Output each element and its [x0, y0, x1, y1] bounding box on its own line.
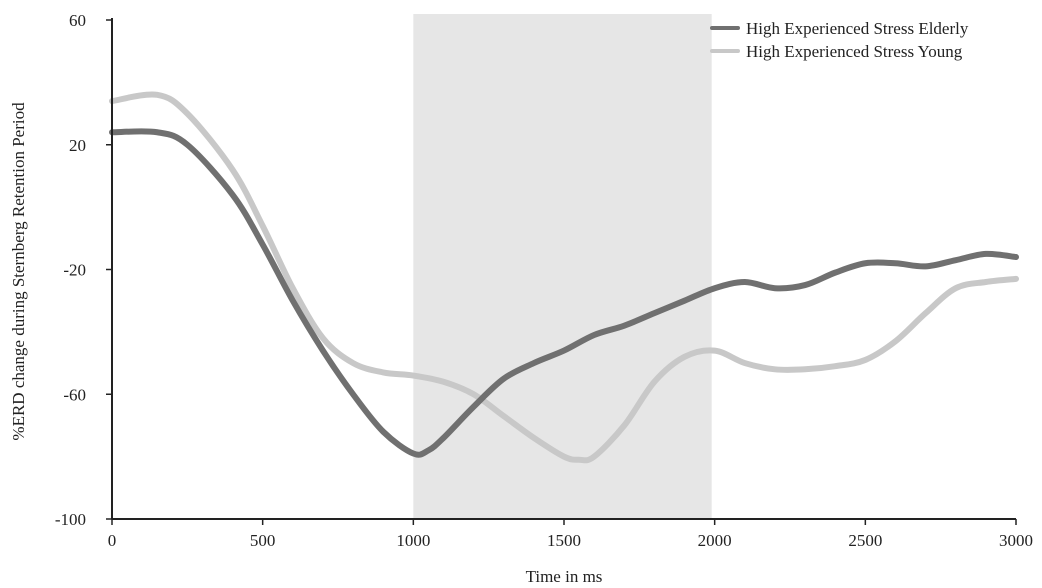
x-tick-label: 3000	[999, 531, 1033, 550]
x-tick-label: 1500	[547, 531, 581, 550]
x-tick-label: 2000	[698, 531, 732, 550]
legend: High Experienced Stress Elderly High Expe…	[710, 19, 969, 61]
highlight-region	[413, 14, 712, 519]
y-tick-label: 20	[69, 136, 86, 155]
y-tick-label: -20	[63, 261, 86, 280]
y-tick-label: -60	[63, 385, 86, 404]
series-line-1	[109, 91, 1019, 464]
y-tick-label: 60	[69, 11, 86, 30]
x-tick-label: 0	[108, 531, 117, 550]
x-ticks: 0 500 1000 1500 2000 2500 3000	[108, 519, 1033, 550]
legend-label-1: High Experienced Stress Young	[746, 42, 963, 61]
x-tick-label: 500	[250, 531, 276, 550]
x-tick-label: 1000	[396, 531, 430, 550]
legend-label-0: High Experienced Stress Elderly	[746, 19, 969, 38]
x-tick-label: 2500	[848, 531, 882, 550]
y-tick-label: -100	[55, 510, 86, 529]
series-line-0	[109, 128, 1019, 458]
series-layer	[109, 91, 1019, 464]
y-ticks: -100 -60 -20 20 60	[55, 11, 112, 529]
x-axis-title: Time in ms	[526, 567, 603, 586]
y-axis-title: %ERD change during Sternberg Retention P…	[9, 102, 28, 441]
